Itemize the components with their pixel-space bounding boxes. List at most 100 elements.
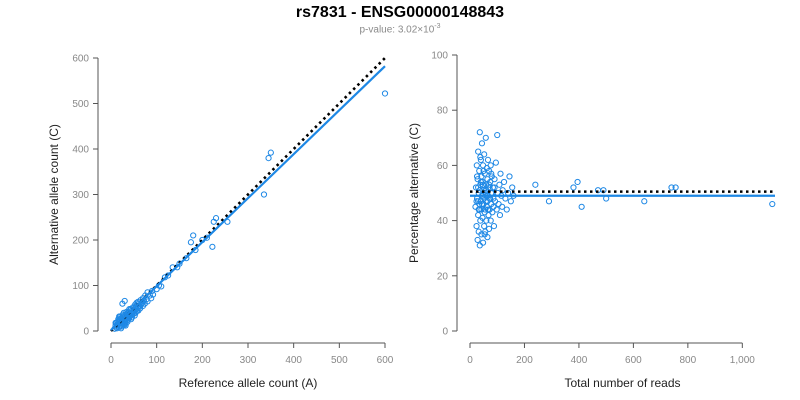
x-axis-label: Reference allele count (A) bbox=[179, 376, 318, 390]
data-point bbox=[381, 90, 389, 97]
data-point bbox=[481, 223, 488, 230]
x-axis-label: Total number of reads bbox=[564, 376, 680, 390]
data-point bbox=[491, 176, 498, 183]
data-point bbox=[476, 129, 483, 136]
data-point bbox=[491, 184, 498, 191]
data-point bbox=[503, 206, 510, 213]
y-tick-label: 0 bbox=[83, 327, 89, 338]
data-point bbox=[164, 272, 172, 279]
data-point bbox=[473, 173, 481, 180]
data-point bbox=[484, 156, 492, 163]
data-point bbox=[495, 200, 502, 208]
x-tick-label: 400 bbox=[285, 355, 302, 366]
data-point bbox=[265, 155, 272, 162]
data-point bbox=[489, 209, 496, 216]
data-point bbox=[209, 243, 216, 250]
data-point bbox=[212, 215, 220, 222]
y-tick-label: 40 bbox=[437, 216, 449, 227]
data-point bbox=[117, 325, 125, 332]
y-tick-label: 200 bbox=[72, 236, 89, 247]
data-point bbox=[485, 225, 493, 232]
data-point bbox=[570, 184, 577, 191]
data-point bbox=[121, 297, 128, 305]
data-point bbox=[478, 140, 486, 147]
data-point bbox=[144, 298, 151, 305]
data-point bbox=[494, 131, 501, 139]
x-tick-label: 400 bbox=[571, 355, 588, 366]
data-point bbox=[476, 242, 483, 249]
data-point bbox=[475, 206, 482, 213]
data-point bbox=[158, 283, 165, 290]
y-tick-label: 400 bbox=[72, 145, 89, 156]
x-tick-label: 1,000 bbox=[730, 355, 755, 366]
data-point bbox=[769, 200, 776, 208]
reference-line bbox=[110, 57, 386, 332]
data-point bbox=[490, 223, 498, 230]
x-tick-label: 100 bbox=[148, 355, 165, 366]
data-point bbox=[496, 211, 504, 219]
data-point bbox=[493, 206, 500, 213]
data-point bbox=[496, 181, 503, 188]
data-point bbox=[203, 234, 210, 241]
y-axis-label: Alternative allele count (C) bbox=[47, 124, 61, 265]
data-point bbox=[672, 184, 679, 191]
data-point bbox=[473, 223, 480, 230]
data-point bbox=[492, 159, 499, 166]
data-point bbox=[476, 187, 483, 194]
data-point bbox=[509, 184, 516, 191]
y-tick-label: 600 bbox=[72, 54, 89, 65]
data-point bbox=[487, 162, 494, 169]
data-point bbox=[507, 198, 514, 205]
data-point bbox=[122, 322, 129, 329]
x-tick-label: 0 bbox=[108, 355, 114, 366]
x-tick-label: 500 bbox=[331, 355, 348, 366]
data-point bbox=[499, 203, 506, 210]
data-point bbox=[484, 198, 491, 205]
data-point bbox=[668, 184, 675, 191]
data-point bbox=[641, 198, 648, 205]
data-point bbox=[574, 178, 581, 186]
data-point bbox=[483, 217, 490, 224]
data-point bbox=[487, 217, 494, 224]
data-point bbox=[116, 313, 123, 320]
data-point bbox=[482, 206, 489, 213]
data-point bbox=[190, 232, 197, 239]
x-tick-label: 200 bbox=[516, 355, 533, 366]
y-tick-label: 500 bbox=[72, 99, 89, 110]
data-point bbox=[483, 187, 490, 194]
chart-subtitle: p-value: 3.02×10-3 bbox=[0, 23, 800, 35]
data-point bbox=[484, 206, 492, 213]
chart-title: rs7831 - ENSG00000148843 bbox=[295, 4, 505, 21]
data-point bbox=[500, 178, 508, 186]
p-value-exponent: -3 bbox=[434, 23, 441, 30]
data-point bbox=[478, 200, 486, 208]
data-point bbox=[127, 316, 135, 323]
x-tick-label: 600 bbox=[625, 355, 642, 366]
p-value-text: p-value: 3.02×10 bbox=[359, 24, 435, 36]
y-tick-label: 0 bbox=[442, 327, 448, 338]
data-point bbox=[479, 181, 487, 188]
data-point bbox=[487, 178, 494, 186]
data-point bbox=[260, 191, 268, 198]
x-tick-label: 200 bbox=[194, 355, 211, 366]
data-point bbox=[497, 170, 504, 177]
data-point bbox=[545, 198, 553, 205]
data-point bbox=[475, 148, 482, 155]
y-tick-label: 300 bbox=[72, 190, 89, 201]
data-point bbox=[187, 239, 195, 246]
y-tick-label: 20 bbox=[437, 271, 449, 282]
data-point bbox=[149, 291, 157, 298]
data-point bbox=[488, 170, 495, 177]
y-tick-label: 60 bbox=[437, 161, 449, 172]
data-point bbox=[480, 167, 487, 175]
data-point bbox=[499, 187, 506, 194]
fit-line bbox=[110, 65, 386, 331]
data-point bbox=[479, 239, 487, 246]
data-point bbox=[131, 312, 138, 319]
data-point bbox=[506, 173, 513, 180]
data-point bbox=[482, 134, 489, 141]
x-tick-label: 300 bbox=[240, 355, 257, 366]
x-tick-label: 600 bbox=[377, 355, 394, 366]
